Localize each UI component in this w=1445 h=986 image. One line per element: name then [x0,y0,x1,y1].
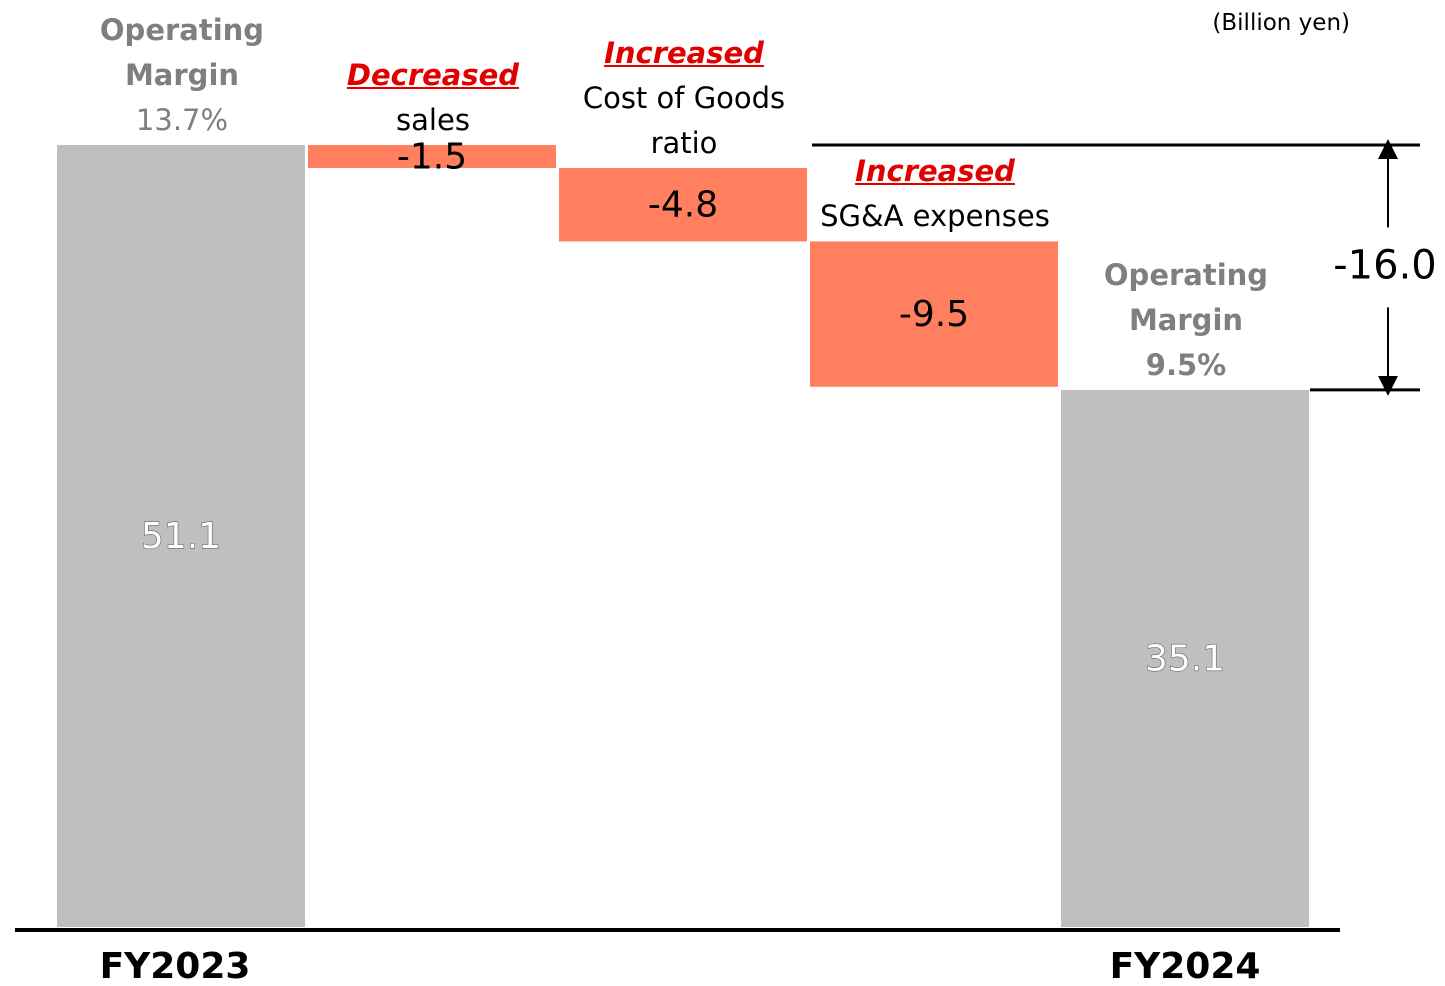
annotation: Increased Cost of Goods ratio [559,31,809,166]
unit-label: (Billion yen) [1212,10,1350,36]
bar-value-label: -1.5 [397,136,467,177]
bar [559,167,807,242]
annotation-title: Operating Margin [99,13,265,92]
annotation-emphasis: Decreased [346,58,520,92]
annotation-text: sales [396,103,470,137]
annotation: Operating Margin 13.7% [57,8,307,143]
annotation-emphasis: Increased [855,154,1015,189]
annotation: Decreased sales [308,53,558,143]
bar [1061,389,1309,927]
bar-value-label: 51.1 [141,516,221,557]
annotation-text: Cost of Goods ratio [582,80,786,160]
bar-value-label: 35.1 [1145,638,1225,679]
x-tick-label: FY2023 [100,946,251,986]
annotation-emphasis: Increased [604,35,764,70]
annotation-text: 13.7% [135,103,229,137]
annotation-text: 9.5% [1145,347,1227,382]
bar-value-label: -4.8 [648,185,718,226]
bar [308,145,556,168]
annotation: Operating Margin 9.5% [1061,253,1311,388]
bar-value-label: -9.5 [899,294,969,335]
annotation-title: Operating Margin [1103,257,1269,337]
annotation-text: SG&A expenses [820,199,1050,234]
change-label: -16.0 [1333,242,1437,288]
bar [810,241,1058,387]
annotation: Increased SG&A expenses [810,149,1060,239]
x-tick-label: FY2024 [1110,946,1261,986]
bar [57,145,305,927]
